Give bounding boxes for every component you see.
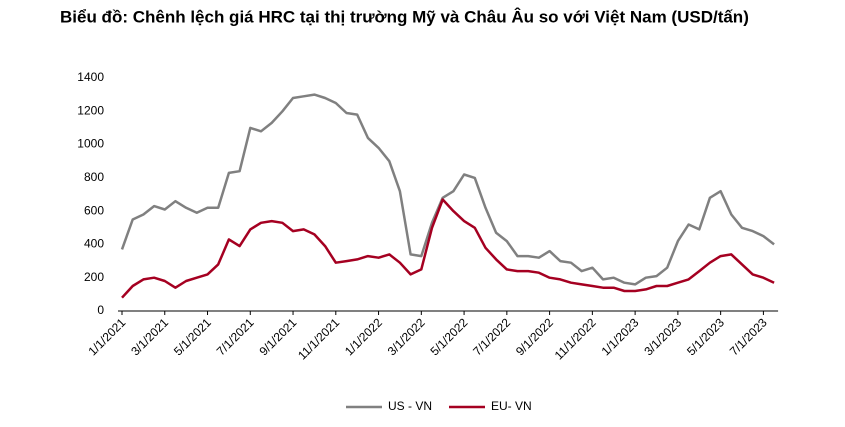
x-tick-label: 7/1/2023 bbox=[727, 315, 770, 358]
y-tick-label: 600 bbox=[84, 203, 104, 217]
x-tick-label: 5/1/2023 bbox=[684, 315, 727, 358]
chart-title: Biểu đồ: Chênh lệch giá HRC tại thị trườ… bbox=[60, 7, 749, 26]
x-tick-label: 3/1/2021 bbox=[128, 315, 171, 358]
legend-label: US - VN bbox=[388, 399, 432, 413]
y-tick-label: 200 bbox=[84, 270, 104, 284]
x-tick-label: 3/1/2023 bbox=[641, 315, 684, 358]
x-tick-label: 11/1/2022 bbox=[552, 315, 599, 362]
y-tick-label: 1000 bbox=[77, 137, 104, 151]
x-tick-label: 5/1/2022 bbox=[428, 315, 471, 358]
y-tick-label: 1400 bbox=[77, 70, 104, 84]
x-tick-label: 1/1/2021 bbox=[85, 315, 128, 358]
y-tick-label: 1200 bbox=[77, 103, 104, 117]
line bbox=[121, 198, 775, 299]
x-tick-label: 11/1/2021 bbox=[295, 315, 342, 362]
x-tick-label: 9/1/2021 bbox=[256, 315, 299, 358]
x-tick-label: 9/1/2022 bbox=[513, 315, 556, 358]
x-tick-label: 7/1/2022 bbox=[470, 315, 513, 358]
y-tick-label: 800 bbox=[84, 170, 104, 184]
x-tick-label: 3/1/2022 bbox=[385, 315, 428, 358]
x-tick-label: 1/1/2023 bbox=[599, 315, 642, 358]
x-tick-label: 1/1/2022 bbox=[342, 315, 385, 358]
x-tick-label: 5/1/2021 bbox=[171, 315, 214, 358]
legend-label: EU- VN bbox=[491, 399, 532, 413]
line bbox=[120, 93, 775, 286]
x-tick-label: 7/1/2021 bbox=[214, 315, 257, 358]
y-tick-label: 400 bbox=[84, 237, 104, 251]
y-tick-label: 0 bbox=[97, 303, 104, 317]
